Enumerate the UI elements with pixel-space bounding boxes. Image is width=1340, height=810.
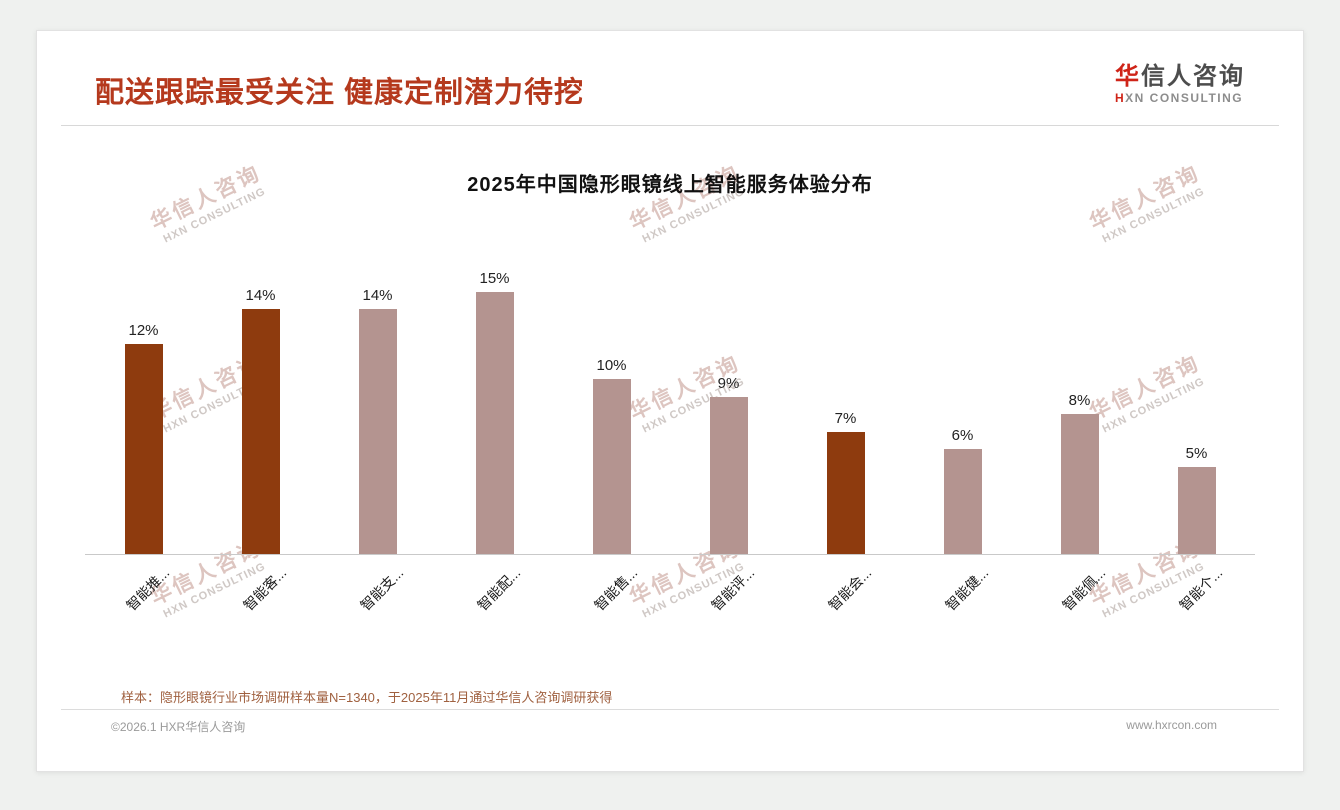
bar-value-label: 9%: [717, 374, 740, 392]
bar-column: 5%: [1138, 444, 1255, 554]
bar-column: 14%: [202, 287, 319, 554]
bar: [943, 449, 982, 554]
x-axis-label: 智能支...: [356, 564, 407, 614]
chart-area: 2025年中国隐形眼镜线上智能服务体验分布 12% 14% 14% 15% 10% 9% 7…: [37, 168, 1303, 673]
slide: 华信人咨询 HXN CONSULTING 华信人咨询 HXN CONSULTING 华信…: [36, 30, 1304, 772]
sample-footnote: 样本：隐形眼镜行业市场调研样本量N=1340，于2025年11月通过华信人咨询调…: [121, 690, 613, 705]
page-title: 配送跟踪最受关注 健康定制潜力待挖: [95, 77, 585, 109]
x-axis-label: 智能评...: [707, 564, 758, 614]
bar-group-container: 12% 14% 14% 15% 10% 9% 7% 6% 8% 5%: [85, 255, 1255, 555]
bar-value-label: 10%: [596, 357, 627, 374]
bar-value-label: 14%: [362, 287, 393, 304]
bar: [826, 431, 865, 554]
x-axis-label-cell: 智能评...: [670, 555, 787, 673]
x-axis-label-cell: 智能推...: [85, 555, 202, 673]
x-axis-label: 智能健...: [941, 564, 992, 614]
bar: [1177, 466, 1216, 554]
bar: [241, 309, 280, 554]
bar-value-label: 15%: [479, 269, 510, 287]
bar-value-label: 8%: [1068, 392, 1091, 409]
x-axis-label-cell: 智能个...: [1138, 555, 1255, 673]
header-divider: [61, 125, 1279, 126]
x-axis-label: 智能客...: [239, 564, 290, 614]
bar-column: 9%: [670, 374, 787, 554]
website-text: www.hxrcon.com: [1126, 718, 1217, 732]
footer: ©2026.1 HXR华信人咨询 www.hxrcon.com: [61, 709, 1279, 771]
chart-title: 2025年中国隐形眼镜线上智能服务体验分布: [467, 174, 873, 196]
x-axis-label: 智能个...: [1175, 564, 1226, 614]
x-axis-label: 智能配...: [473, 564, 524, 614]
x-axis-labels: 智能推... 智能客... 智能支... 智能配... 智能售... 智能评... 智能会.…: [85, 555, 1255, 673]
company-logo: 华信人咨询 HXN CONSULTING: [1115, 57, 1245, 105]
bar-value-label: 12%: [128, 322, 159, 339]
x-axis-label: 智能推...: [122, 564, 173, 614]
bar-value-label: 5%: [1185, 444, 1208, 462]
bar-column: 8%: [1021, 392, 1138, 554]
x-axis-label: 智能会...: [824, 564, 875, 614]
logo-cn-text: 华信人咨询: [1115, 63, 1245, 90]
bar-column: 7%: [787, 409, 904, 554]
x-axis-label-cell: 智能支...: [319, 555, 436, 673]
bar-column: 12%: [85, 322, 202, 554]
bar: [709, 396, 748, 554]
bar-column: 15%: [436, 269, 553, 554]
x-axis-label-cell: 智能会...: [787, 555, 904, 673]
x-axis-label: 智能佩...: [1058, 564, 1109, 614]
bar-column: 14%: [319, 287, 436, 554]
bar-value-label: 6%: [951, 427, 974, 444]
x-axis-label: 智能售...: [590, 564, 641, 614]
bar-value-label: 14%: [245, 287, 276, 304]
x-axis-label-cell: 智能佩...: [1021, 555, 1138, 673]
bar: [592, 379, 631, 554]
x-axis-label-cell: 智能售...: [553, 555, 670, 673]
bar-column: 10%: [553, 357, 670, 554]
bar-value-label: 7%: [834, 409, 857, 427]
copyright-text: ©2026.1 HXR华信人咨询: [111, 720, 246, 734]
x-axis-label-cell: 智能配...: [436, 555, 553, 673]
bar-column: 6%: [904, 427, 1021, 554]
bar: [1060, 414, 1099, 554]
x-axis-label-cell: 智能客...: [202, 555, 319, 673]
bar: [475, 291, 514, 554]
logo-en-text: HXN CONSULTING: [1115, 90, 1244, 105]
bar: [358, 309, 397, 554]
x-axis-label-cell: 智能健...: [904, 555, 1021, 673]
bar: [124, 344, 163, 554]
header: 配送跟踪最受关注 健康定制潜力待挖 华信人咨询 HXN CONSULTING: [37, 31, 1303, 111]
